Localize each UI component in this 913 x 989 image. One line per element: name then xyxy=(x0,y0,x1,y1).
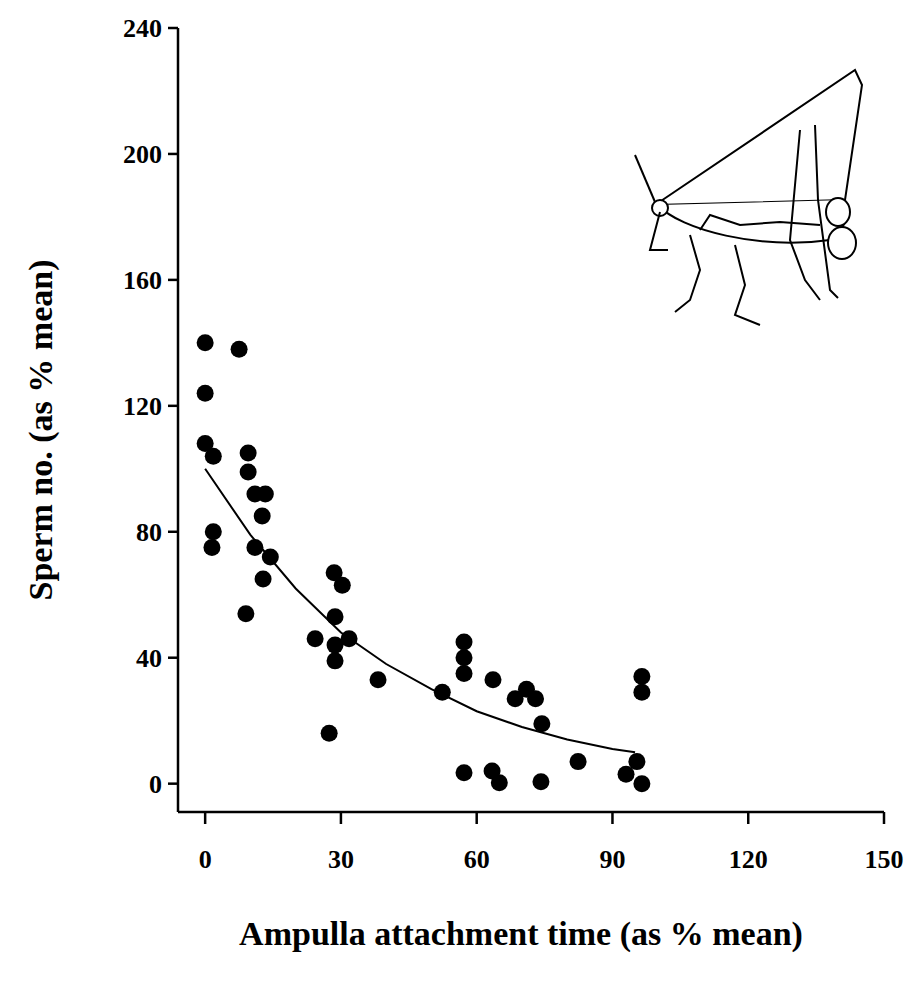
y-tick-label: 200 xyxy=(123,140,162,169)
y-axis xyxy=(177,28,180,812)
x-tick-label: 120 xyxy=(729,845,768,874)
point xyxy=(456,764,473,781)
point xyxy=(527,690,544,707)
inset-drawing xyxy=(635,70,862,325)
y-tick-label: 0 xyxy=(149,770,162,799)
point xyxy=(327,652,344,669)
point xyxy=(205,448,222,465)
x-tick-label: 150 xyxy=(865,845,904,874)
point xyxy=(203,539,220,556)
x-tick-label: 60 xyxy=(464,845,490,874)
point xyxy=(237,605,254,622)
point xyxy=(240,445,257,462)
point xyxy=(456,649,473,666)
point xyxy=(456,633,473,650)
point xyxy=(240,463,257,480)
y-tick xyxy=(168,782,178,785)
point xyxy=(633,775,650,792)
point xyxy=(205,523,222,540)
chart: 0 40 80 120 160 200 240 0 30 60 90 120 150 Ampulla at… xyxy=(0,0,913,989)
y-tick-label: 160 xyxy=(123,266,162,295)
y-tick-label: 40 xyxy=(136,644,162,673)
point xyxy=(197,334,214,351)
x-tick xyxy=(883,812,886,824)
point xyxy=(633,684,650,701)
x-tick-label: 30 xyxy=(328,845,354,874)
y-tick-label: 80 xyxy=(136,518,162,547)
point xyxy=(491,774,508,791)
point xyxy=(321,725,338,742)
plot-area xyxy=(197,334,651,792)
x-tick xyxy=(611,812,614,824)
point xyxy=(254,508,271,525)
point xyxy=(532,773,549,790)
point xyxy=(307,630,324,647)
x-axis xyxy=(178,811,884,814)
point xyxy=(628,753,645,770)
point xyxy=(370,671,387,688)
x-tick-label: 0 xyxy=(199,845,212,874)
point xyxy=(257,485,274,502)
y-tick xyxy=(168,27,178,30)
fit-curve xyxy=(205,469,635,752)
x-tick xyxy=(747,812,750,824)
point xyxy=(533,715,550,732)
point xyxy=(570,753,587,770)
point xyxy=(633,668,650,685)
y-tick-label: 240 xyxy=(123,14,162,43)
y-tick xyxy=(168,153,178,156)
y-tick xyxy=(168,405,178,408)
x-tick-label: 90 xyxy=(599,845,625,874)
point xyxy=(334,577,351,594)
point xyxy=(456,665,473,682)
y-tick xyxy=(168,656,178,659)
point xyxy=(327,608,344,625)
x-tick xyxy=(340,812,343,824)
point xyxy=(484,671,501,688)
point xyxy=(231,341,248,358)
x-axis-title: Ampulla attachment time (as % mean) xyxy=(239,915,803,953)
point xyxy=(197,385,214,402)
x-tick xyxy=(475,812,478,824)
y-axis-title: Sperm no. (as % mean) xyxy=(22,260,60,601)
y-tick xyxy=(168,279,178,282)
y-tick xyxy=(168,531,178,534)
point xyxy=(255,571,272,588)
y-tick-label: 120 xyxy=(123,392,162,421)
x-tick xyxy=(204,812,207,824)
